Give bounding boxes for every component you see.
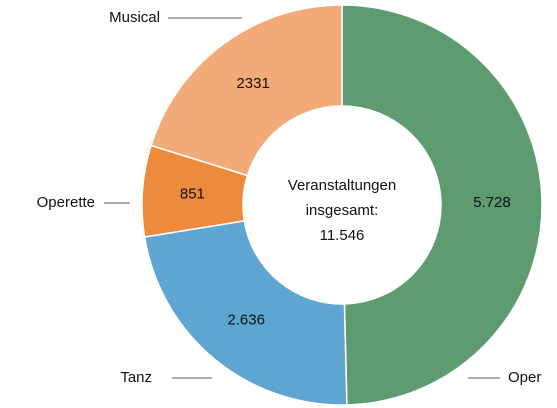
donut-segment (341, 4, 543, 406)
donut-segment (150, 4, 343, 177)
data-label: 2.636 (227, 311, 265, 328)
category-label: Oper (508, 369, 541, 386)
category-label: Tanz (120, 369, 152, 386)
center-label: Veranstaltungen (288, 177, 396, 194)
center-label: insgesamt: (306, 202, 379, 219)
category-label: Operette (37, 194, 95, 211)
data-label: 851 (180, 185, 205, 202)
donut-segment (143, 219, 348, 406)
data-label: 5.728 (473, 194, 511, 211)
category-label: Musical (109, 9, 160, 26)
data-label: 2331 (236, 75, 269, 92)
center-label: 11.546 (320, 227, 365, 244)
